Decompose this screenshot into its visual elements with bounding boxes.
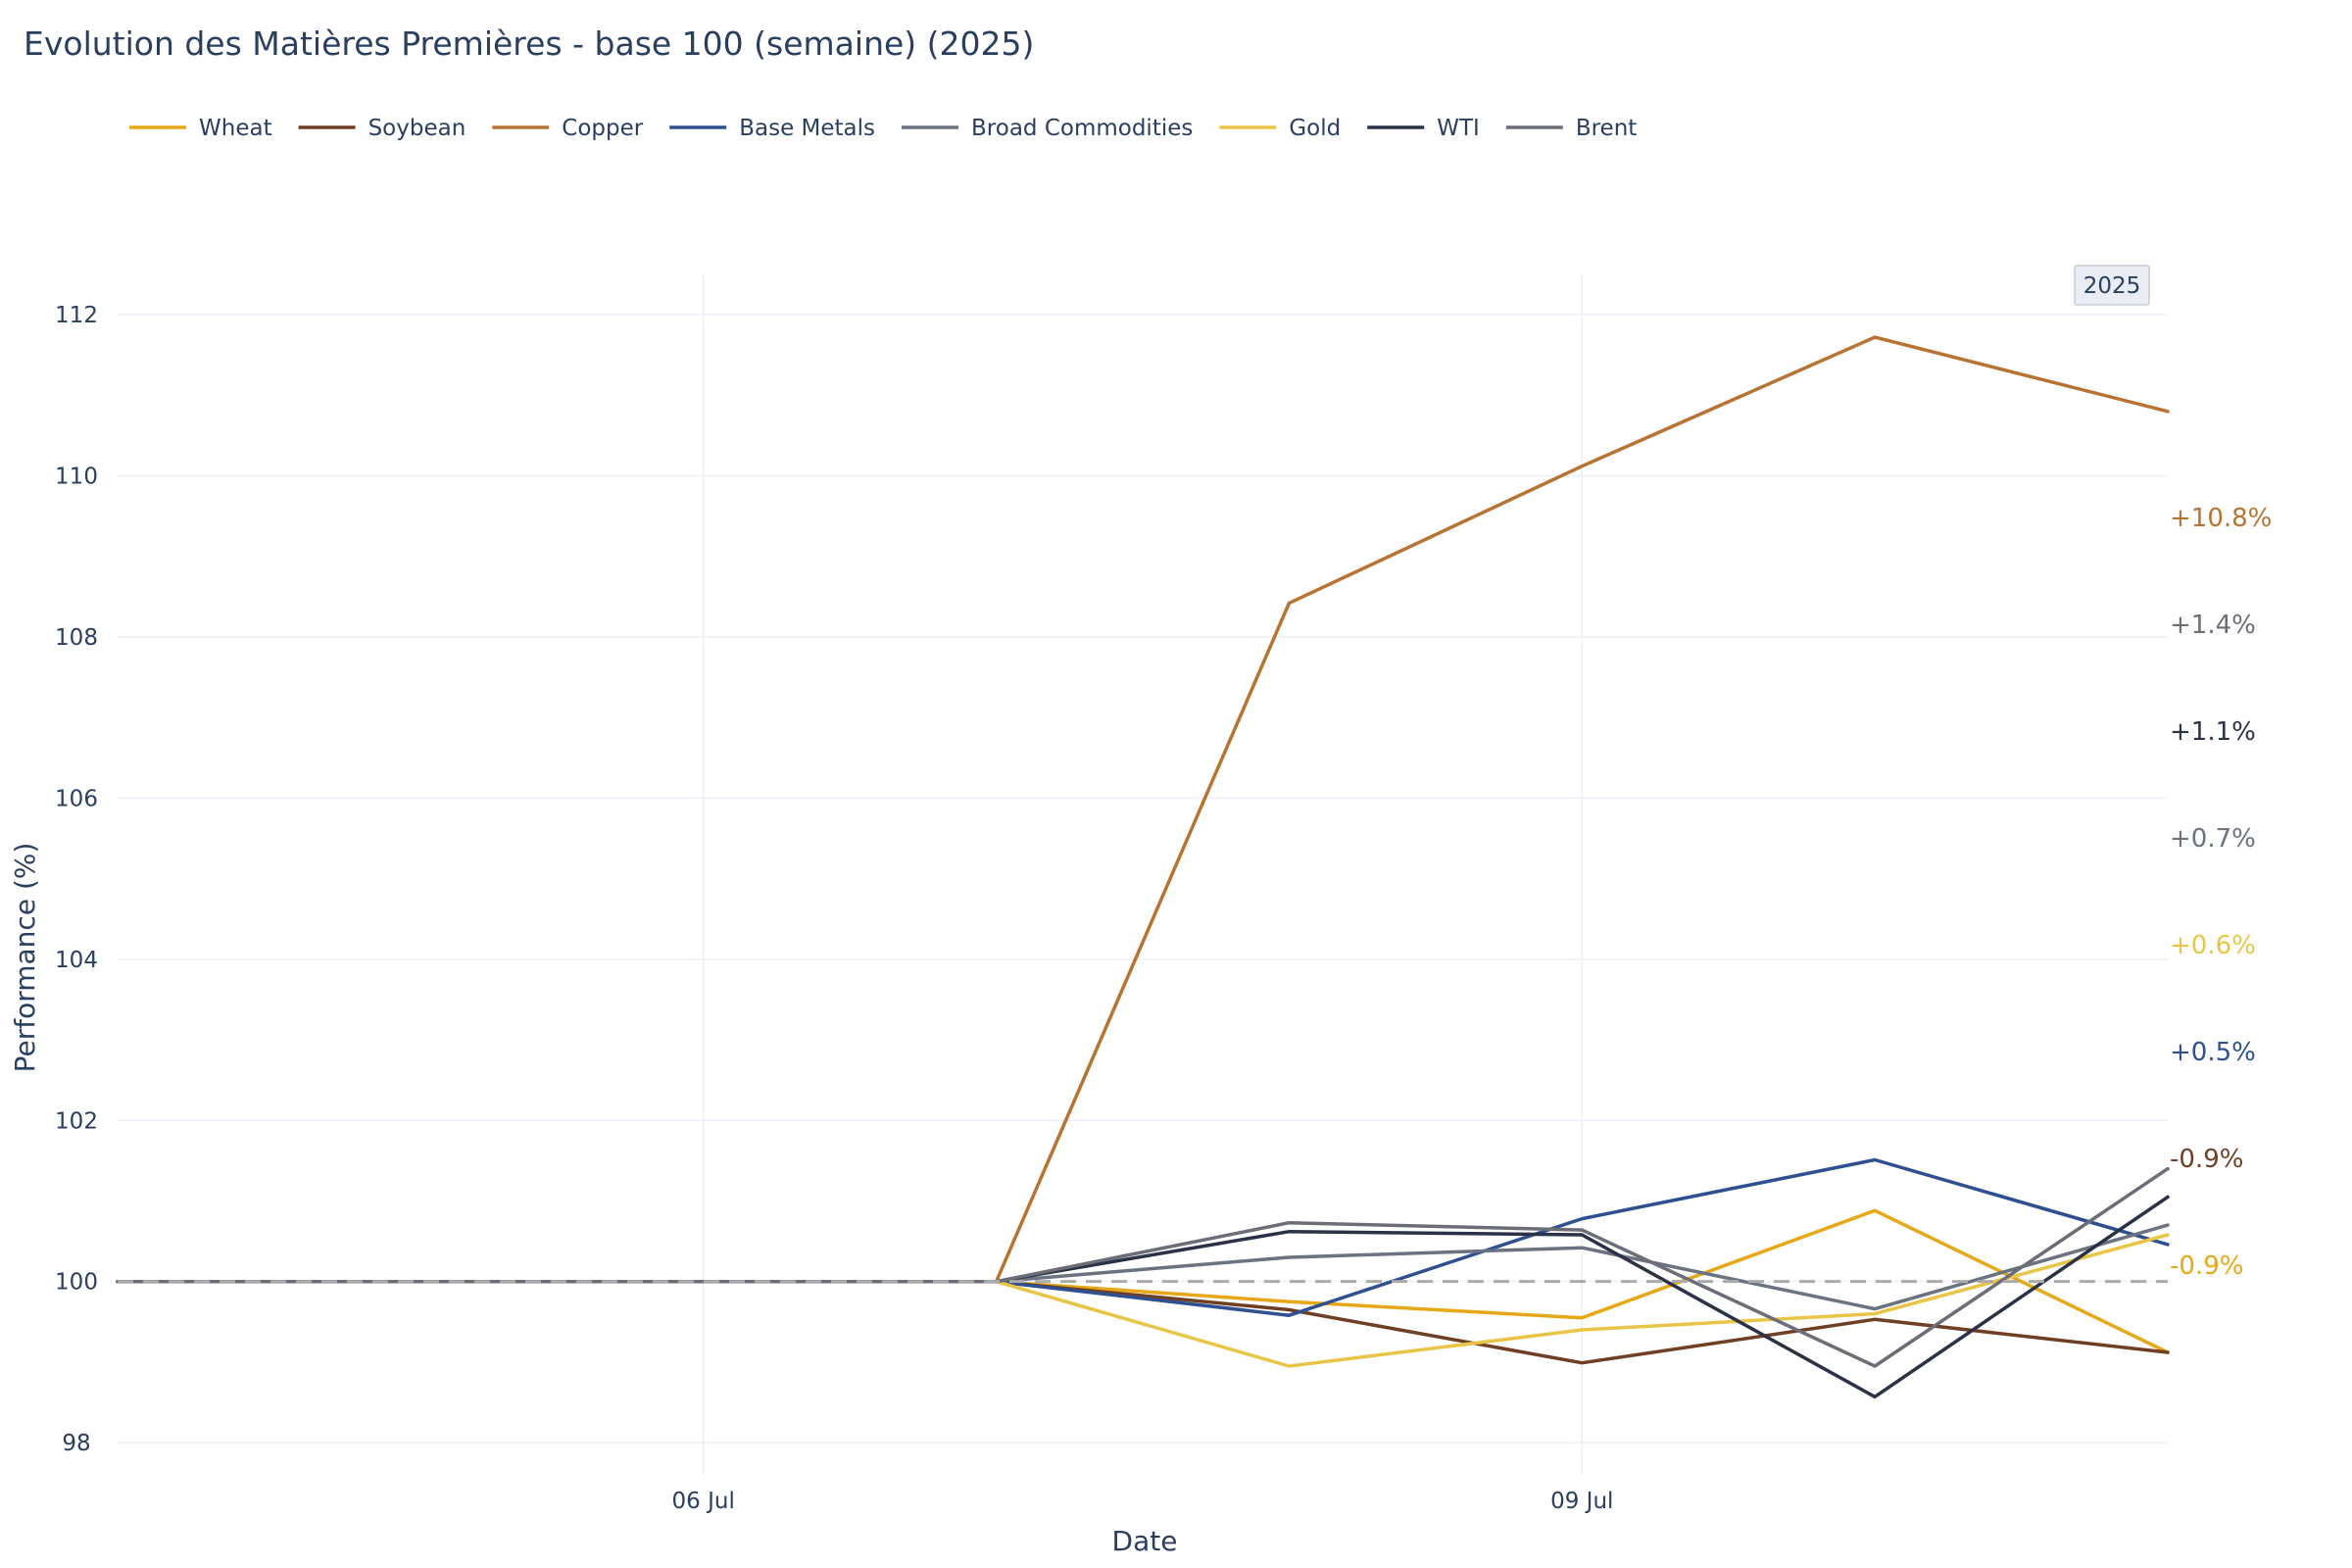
legend-label: Base Metals <box>739 116 875 141</box>
x-tick-label: 06 Jul <box>672 1489 735 1514</box>
y-tick-label: 102 <box>55 1108 98 1134</box>
year-badge-box <box>2074 265 2150 306</box>
legend-label: Broad Commodities <box>971 116 1193 141</box>
legend-item-gold[interactable]: Gold <box>1219 116 1341 141</box>
plot-area <box>116 335 2170 1399</box>
series-line-gold <box>116 1233 2170 1368</box>
end-label: +0.6% <box>2170 931 2256 960</box>
end-label: +0.7% <box>2170 824 2256 854</box>
end-label: +1.4% <box>2170 611 2256 640</box>
end-label: -0.9% <box>2170 1251 2243 1281</box>
legend-label: Brent <box>1576 116 1637 141</box>
end-label: -0.9% <box>2170 1145 2243 1174</box>
chart-title: Evolution des Matières Premières - base … <box>24 24 1034 63</box>
end-labels: +10.8% +1.4% +1.1% +0.7% +0.6% +0.5% -0.9% -0.9… <box>2170 504 2272 1281</box>
y-tick-label: 100 <box>55 1270 98 1296</box>
legend-label: Wheat <box>199 116 272 141</box>
year-badge-label: 2025 <box>2083 273 2141 299</box>
legend-item-base-metals[interactable]: Base Metals <box>669 116 875 141</box>
end-label: +0.5% <box>2170 1038 2256 1067</box>
legend-label: WTI <box>1437 116 1480 141</box>
legend-item-copper[interactable]: Copper <box>492 116 644 141</box>
y-tick-label: 112 <box>55 303 98 328</box>
legend-item-broad-commodities[interactable]: Broad Commodities <box>902 116 1193 141</box>
x-axis-title: Date <box>1112 1525 1178 1557</box>
y-axis-title: Performance (%) <box>9 843 41 1073</box>
end-label: +1.1% <box>2170 717 2256 747</box>
y-tick-label: 108 <box>55 625 98 651</box>
y-tick-label: 110 <box>55 465 98 490</box>
y-tick-label: 98 <box>62 1431 90 1456</box>
legend-item-wheat[interactable]: Wheat <box>129 116 272 141</box>
grid: 98 100 102 104 106 108 110 112 06 Jul 09 Jul <box>55 274 2168 1514</box>
legend-label: Soybean <box>368 116 466 141</box>
year-badge: 2025 <box>2074 265 2150 306</box>
legend-item-brent[interactable]: Brent <box>1505 116 1637 141</box>
legend: Wheat Soybean Copper Base Metals Broad Commo… <box>129 116 1637 141</box>
y-tick-label: 106 <box>55 786 98 811</box>
end-label: +10.8% <box>2170 504 2272 533</box>
x-tick-label: 09 Jul <box>1550 1489 1613 1514</box>
legend-item-wti[interactable]: WTI <box>1367 116 1480 141</box>
series-line-brent <box>116 1166 2170 1368</box>
legend-label: Copper <box>562 116 643 141</box>
legend-label: Gold <box>1289 116 1341 141</box>
y-tick-label: 104 <box>55 948 98 973</box>
legend-item-soybean[interactable]: Soybean <box>298 116 466 141</box>
series-line-copper <box>116 335 2170 1284</box>
